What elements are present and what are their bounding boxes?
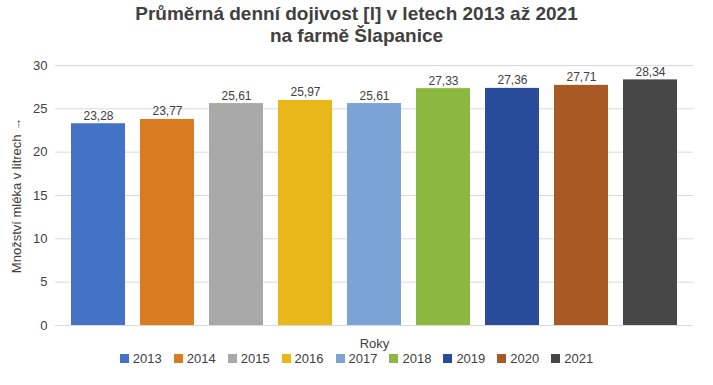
svg-text:28,34: 28,34 <box>635 65 665 79</box>
html-text:2015: 2015 <box>240 351 270 366</box>
html-text:Průměrná denní dojivost [l] v: Průměrná denní dojivost [l] v letech 201… <box>135 3 578 46</box>
html-text:2014: 2014 <box>186 351 216 366</box>
svg-text:25,97: 25,97 <box>290 85 320 99</box>
svg-text:Roky: Roky <box>360 336 390 351</box>
svg-text:25,61: 25,61 <box>359 89 389 103</box>
html-text:2016: 2016 <box>294 351 324 366</box>
svg-text:27,33: 27,33 <box>428 74 458 88</box>
svg-text:30: 30 <box>33 58 47 73</box>
svg-text:25,61: 25,61 <box>221 89 251 103</box>
svg-text:Množství mléka v litrech →: Množství mléka v litrech → <box>9 118 24 273</box>
svg-text:5: 5 <box>40 274 47 289</box>
html-text:2019: 2019 <box>456 351 486 366</box>
html-text:2013: 2013 <box>132 351 162 366</box>
html-text:2020: 2020 <box>510 351 540 366</box>
svg-text:20: 20 <box>33 144 47 159</box>
html-text:2018: 2018 <box>402 351 432 366</box>
svg-text:0: 0 <box>40 318 47 333</box>
html-text:2017: 2017 <box>348 351 378 366</box>
svg-text:10: 10 <box>33 231 47 246</box>
svg-text:23,28: 23,28 <box>83 109 113 123</box>
svg-text:23,77: 23,77 <box>152 104 182 118</box>
svg-text:15: 15 <box>33 188 47 203</box>
svg-text:25: 25 <box>33 101 47 116</box>
svg-text:27,36: 27,36 <box>497 73 527 87</box>
svg-text:27,71: 27,71 <box>566 70 596 84</box>
html-text:2021: 2021 <box>564 351 594 366</box>
